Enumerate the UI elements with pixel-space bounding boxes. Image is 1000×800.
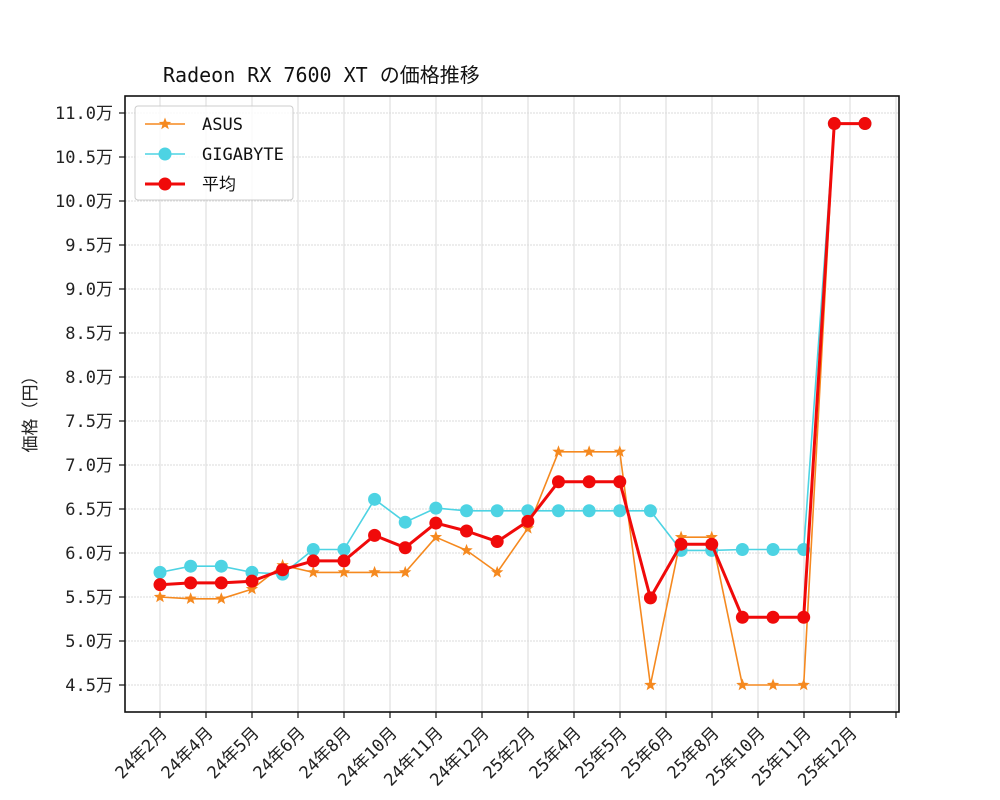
star-marker-icon [215,592,228,605]
circle-marker-icon [306,554,320,568]
circle-marker-icon [766,542,780,556]
circle-marker-icon [306,542,320,556]
circle-marker-icon [643,591,657,605]
series-layer [153,117,872,691]
star-marker-icon [552,445,565,458]
circle-marker-icon [460,504,474,518]
y-tick-label: 6.5万 [65,500,113,520]
circle-marker-icon [735,542,749,556]
star-marker-icon [184,592,197,605]
series-平均 [153,117,872,624]
circle-marker-icon [153,565,167,579]
y-tick-label: 5.0万 [65,632,113,652]
circle-marker-icon [214,576,228,590]
y-tick-label: 9.0万 [65,280,113,300]
circle-marker-icon [460,524,474,538]
legend-label: 平均 [202,175,236,195]
star-marker-icon [797,678,810,691]
star-marker-icon [429,530,443,543]
legend-box [134,105,294,201]
y-tick-label: 6.0万 [65,544,113,564]
circle-marker-icon [429,501,443,515]
circle-marker-icon [368,492,382,506]
circle-marker-icon [827,117,841,131]
y-tick-label: 7.0万 [65,456,113,476]
star-marker-icon [644,678,657,691]
circle-marker-icon [337,554,351,568]
circle-marker-icon [398,541,412,555]
circle-marker-icon [276,563,290,577]
circle-marker-icon [490,535,504,549]
circle-marker-icon [490,504,504,518]
circle-marker-icon [858,117,872,131]
circle-marker-icon [797,610,811,624]
circle-marker-icon [153,578,167,592]
y-tick-label: 9.5万 [65,236,113,256]
y-tick-label: 5.5万 [65,588,113,608]
star-marker-icon [705,530,718,543]
star-marker-icon [368,565,381,578]
star-marker-icon [490,565,504,578]
circle-marker-icon [613,504,627,518]
star-marker-icon [613,445,626,458]
circle-marker-icon [705,537,719,551]
axes-frame [124,95,900,713]
y-tick-label: 7.5万 [65,412,113,432]
circle-marker-icon [674,537,688,551]
circle-marker-icon [184,559,198,573]
circle-marker-icon [551,475,565,489]
circle-marker-icon [582,504,596,518]
star-marker-icon [674,530,688,543]
circle-marker-icon [368,528,382,542]
circle-marker-icon [521,504,535,518]
circle-marker-icon [245,574,259,588]
y-tick-label: 10.0万 [55,192,113,212]
star-marker-icon [153,590,167,603]
star-marker-icon [245,582,259,595]
star-marker-icon [766,678,780,691]
y-tick-label: 10.5万 [55,148,113,168]
y-axis: 4.5万 5.0万 5.5万 6.0万 6.5万 7.0万 7.5万 8.0万 8.5万 9.0万… [55,104,125,696]
circle-marker-icon [643,504,657,518]
y-axis-label: 価格（円） [21,368,41,453]
circle-marker-icon [158,177,172,191]
circle-marker-icon [337,542,351,556]
y-tick-label: 4.5万 [65,676,113,696]
circle-marker-icon [158,147,172,161]
star-marker-icon [736,678,749,691]
star-marker-icon [399,565,412,578]
star-marker-icon [337,565,351,578]
circle-marker-icon [613,475,627,489]
circle-marker-icon [766,610,780,624]
star-marker-icon [158,117,172,130]
star-marker-icon [307,565,320,578]
y-tick-label: 8.0万 [65,368,113,388]
star-marker-icon [582,445,596,458]
circle-marker-icon [429,516,443,530]
star-marker-icon [460,543,473,556]
y-tick-label: 8.5万 [65,324,113,344]
legend-label: ASUS [202,115,243,135]
circle-marker-icon [521,514,535,528]
y-tick-label: 11.0万 [55,104,113,124]
circle-marker-icon [184,576,198,590]
circle-marker-icon [551,504,565,518]
circle-marker-icon [214,559,228,573]
circle-marker-icon [398,515,412,529]
chart-title: Radeon RX 7600 XT の価格推移 [163,63,480,87]
circle-marker-icon [735,610,749,624]
circle-marker-icon [582,475,596,489]
legend-label: GIGABYTE [202,145,284,165]
legend: ASUS GIGABYTE 平均 [134,105,294,201]
